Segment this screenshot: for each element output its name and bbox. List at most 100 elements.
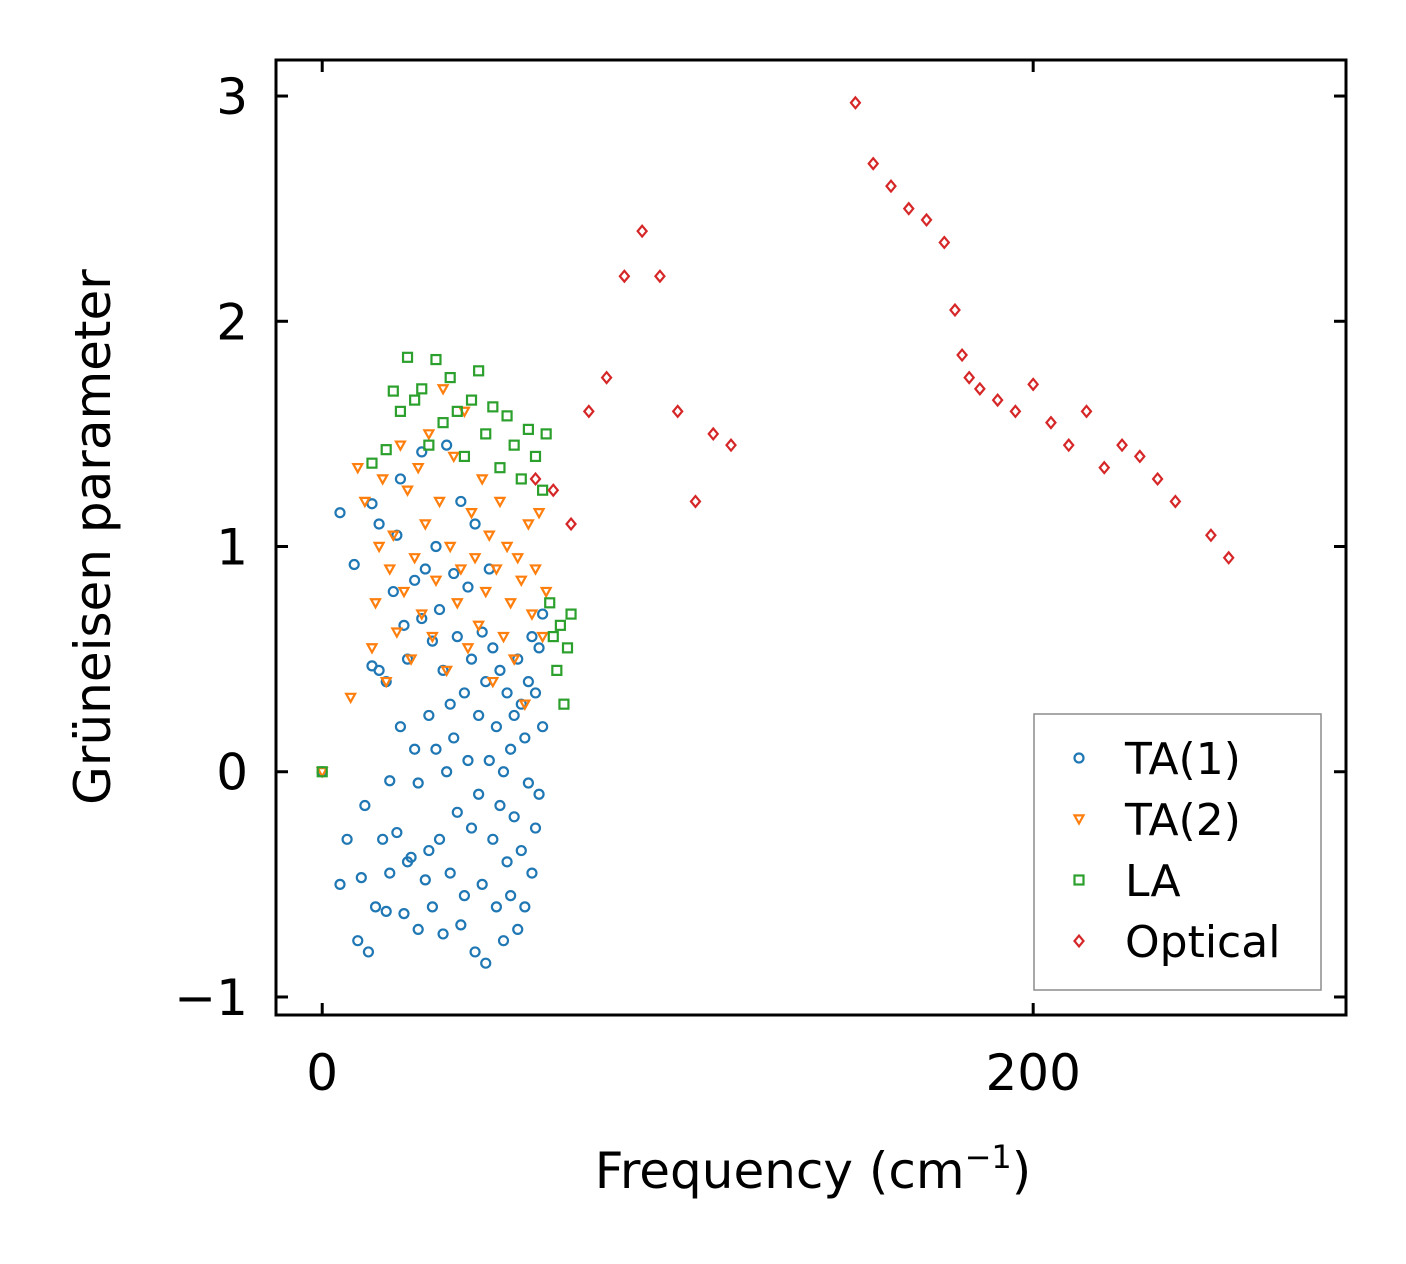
data-point: [508, 811, 520, 823]
data-point: [398, 619, 410, 631]
data-point: [462, 754, 474, 767]
data-point: [1009, 404, 1022, 419]
data-point: [412, 923, 424, 936]
data-point: [373, 664, 385, 676]
data-point: [689, 494, 702, 509]
data-point: [529, 822, 542, 834]
series-ta-2-: [315, 384, 553, 779]
data-point: [366, 498, 378, 510]
data-point: [515, 473, 527, 485]
data-point: [398, 908, 410, 920]
y-tick-label: 2: [216, 293, 248, 351]
data-point: [444, 698, 456, 710]
data-point: [380, 444, 392, 456]
data-point: [522, 519, 535, 531]
data-point: [1169, 494, 1182, 509]
x-axis-title: Frequency (cm−1): [595, 1138, 1032, 1200]
data-point: [956, 347, 969, 363]
data-point: [849, 95, 862, 110]
data-point: [522, 423, 534, 435]
legend-marker: [1073, 874, 1085, 886]
y-axis-title: Grüneisen parameter: [64, 269, 122, 805]
series-la: [316, 351, 577, 778]
data-point: [494, 462, 506, 474]
data-point: [423, 439, 435, 451]
data-point: [377, 833, 389, 845]
y-tick-label: 0: [216, 744, 248, 802]
data-point: [526, 631, 538, 643]
data-point: [885, 179, 897, 194]
data-point: [529, 471, 542, 487]
data-point: [441, 766, 453, 778]
data-point: [390, 627, 404, 639]
data-point: [475, 474, 489, 486]
data-point: [401, 485, 414, 497]
data-point: [1027, 377, 1040, 392]
data-point: [547, 483, 560, 498]
data-point: [316, 766, 328, 778]
data-point: [529, 687, 542, 699]
legend-item: TA(1): [1073, 734, 1241, 785]
data-point: [369, 901, 382, 913]
series-optical: [529, 95, 1235, 565]
data-point: [1080, 404, 1093, 419]
data-point: [383, 564, 397, 576]
data-point: [426, 901, 439, 913]
data-point: [334, 507, 346, 519]
data-point: [447, 451, 461, 464]
data-point: [379, 676, 393, 689]
data-point: [426, 631, 439, 644]
data-point: [963, 370, 976, 385]
legend-marker: [1072, 814, 1086, 826]
legend-item: LA: [1073, 856, 1181, 907]
data-point: [440, 665, 454, 678]
data-point: [490, 564, 503, 576]
legend-label: LA: [1125, 856, 1181, 907]
data-point: [355, 872, 367, 884]
data-point: [1045, 415, 1057, 430]
legend: TA(1) TA(2) LA Optical: [1033, 713, 1322, 991]
data-point: [482, 530, 496, 543]
data-point: [536, 631, 549, 644]
data-point: [433, 603, 446, 616]
data-point: [405, 851, 417, 863]
data-point: [373, 518, 385, 530]
y-tick-label: −1: [174, 969, 248, 1027]
data-point: [533, 642, 545, 654]
data-point: [479, 586, 493, 599]
data-point: [561, 642, 574, 654]
data-point: [391, 826, 403, 839]
data-point: [443, 541, 457, 554]
data-point: [487, 401, 499, 413]
data-point: [444, 867, 456, 879]
data-point: [494, 664, 506, 676]
data-point: [465, 822, 478, 834]
data-point: [352, 935, 364, 947]
data-point: [394, 440, 407, 452]
data-point: [949, 302, 961, 318]
data-point: [867, 156, 880, 171]
data-point: [409, 394, 421, 406]
data-point: [461, 643, 475, 655]
data-point: [348, 558, 360, 571]
data-point: [451, 631, 463, 643]
data-points: [315, 95, 1235, 969]
data-point: [504, 598, 517, 610]
data-point: [458, 687, 471, 699]
data-point: [369, 598, 382, 610]
data-point: [519, 901, 531, 913]
data-point: [341, 833, 353, 845]
data-point: [497, 631, 510, 644]
data-point: [441, 439, 453, 451]
data-point: [540, 428, 552, 440]
legend-marker: [1073, 933, 1085, 949]
y-tick-label: 3: [216, 68, 248, 126]
data-point: [387, 385, 399, 397]
data-point: [515, 844, 527, 857]
data-point: [938, 235, 951, 250]
data-point: [465, 394, 478, 406]
data-point: [518, 699, 532, 711]
data-point: [618, 269, 631, 284]
data-point: [448, 567, 460, 580]
